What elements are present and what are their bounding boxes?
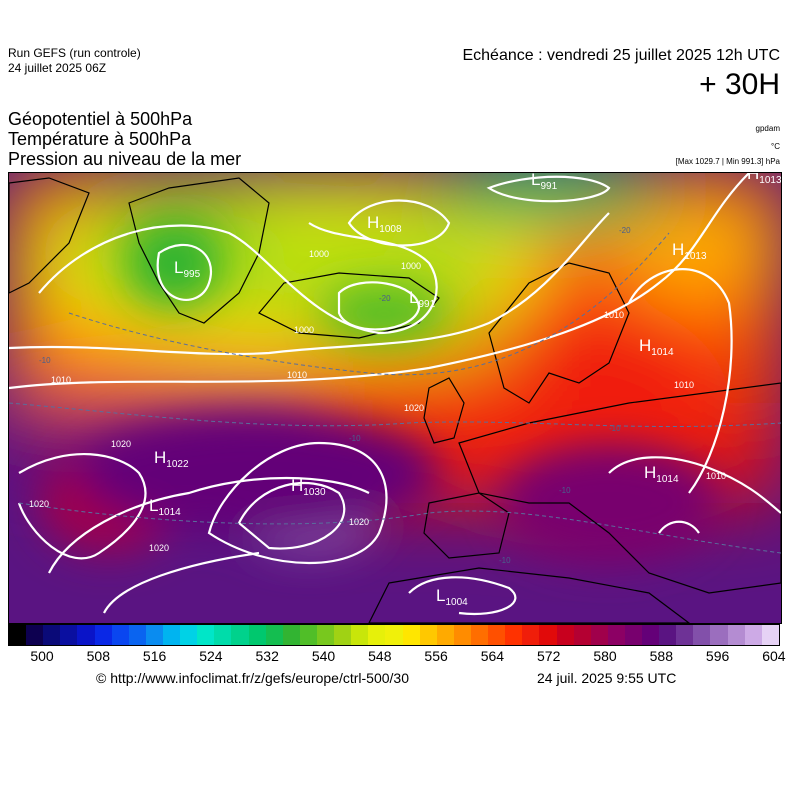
- color-scale-segment: [146, 625, 163, 645]
- color-scale-tick: 596: [706, 648, 729, 664]
- color-scale-segment: [317, 625, 334, 645]
- color-scale-segment: [471, 625, 488, 645]
- color-scale-segment: [693, 625, 710, 645]
- color-scale-tick: 564: [481, 648, 504, 664]
- color-scale-segment: [266, 625, 283, 645]
- color-scale-segment: [557, 625, 574, 645]
- layer-title-temperature: Température à 500hPa: [8, 130, 191, 149]
- color-scale-tick: 588: [650, 648, 673, 664]
- color-scale-tick: 548: [368, 648, 391, 664]
- color-scale-segment: [403, 625, 420, 645]
- color-scale-tick: 532: [256, 648, 279, 664]
- color-scale-segment: [710, 625, 727, 645]
- temperature-label: -10: [349, 434, 361, 443]
- unit-geopotential: gpdam: [756, 124, 780, 134]
- color-scale-segment: [762, 625, 779, 645]
- color-scale-segment: [231, 625, 248, 645]
- isobar-label: 1000: [309, 249, 329, 259]
- temperature-label: -10: [39, 356, 51, 365]
- run-date: 24 juillet 2025 06Z: [8, 61, 106, 75]
- isobar-label: 1020: [149, 543, 169, 553]
- isobar-label: 1010: [674, 380, 694, 390]
- color-scale-tick: 516: [143, 648, 166, 664]
- temperature-label: -20: [379, 294, 391, 303]
- isobar-label: 1000: [294, 325, 314, 335]
- color-scale-bar: [8, 624, 780, 646]
- color-scale-segment: [385, 625, 402, 645]
- weather-map: L991 H1013 H1013 H1008 L995 L991 H1014 H1022 H10…: [8, 172, 782, 624]
- color-scale-segment: [214, 625, 231, 645]
- unit-temperature: °C: [771, 142, 780, 152]
- unit-pressure: [Max 1029.7 | Min 991.3] hPa: [676, 157, 780, 167]
- color-scale-segment: [9, 625, 26, 645]
- color-scale-segment: [642, 625, 659, 645]
- temperature-label: -20: [619, 226, 631, 235]
- temperature-label: -10: [499, 556, 511, 565]
- color-scale-segment: [43, 625, 60, 645]
- forecast-valid-time: Echéance : vendredi 25 juillet 2025 12h …: [462, 46, 780, 66]
- color-scale-labels: 500 508 516 524 532 540 548 556 564 572 580 588 596 6…: [8, 648, 780, 666]
- isobar-label: 1010: [706, 471, 726, 481]
- color-scale-segment: [334, 625, 351, 645]
- color-scale-segment: [454, 625, 471, 645]
- color-scale-segment: [591, 625, 608, 645]
- color-scale-segment: [300, 625, 317, 645]
- color-scale-segment: [197, 625, 214, 645]
- color-scale-segment: [368, 625, 385, 645]
- isobar-label: 1010: [287, 370, 307, 380]
- color-scale-segment: [745, 625, 762, 645]
- layer-title-pressure: Pression au niveau de la mer: [8, 150, 241, 169]
- isobar-label: 1000: [401, 261, 421, 271]
- isobar-label: 1020: [404, 403, 424, 413]
- color-scale-segment: [60, 625, 77, 645]
- color-scale-segment: [488, 625, 505, 645]
- color-scale-tick: 540: [312, 648, 335, 664]
- color-scale-segment: [163, 625, 180, 645]
- color-scale-tick: 524: [199, 648, 222, 664]
- color-scale-segment: [112, 625, 129, 645]
- color-scale-segment: [728, 625, 745, 645]
- forecast-horizon: + 30H: [699, 68, 780, 102]
- layer-title-geopotential: Géopotentiel à 500hPa: [8, 110, 192, 129]
- color-scale-tick: 500: [30, 648, 53, 664]
- color-scale-segment: [608, 625, 625, 645]
- isobar-label: 1020: [111, 439, 131, 449]
- color-scale-segment: [129, 625, 146, 645]
- color-scale-tick: 508: [87, 648, 110, 664]
- color-scale-segment: [505, 625, 522, 645]
- color-scale-segment: [283, 625, 300, 645]
- temperature-label: -10: [559, 486, 571, 495]
- color-scale-segment: [95, 625, 112, 645]
- source-credit: © http://www.infoclimat.fr/z/gefs/europe…: [96, 670, 409, 686]
- color-scale-tick: 556: [424, 648, 447, 664]
- color-scale-tick: 604: [762, 648, 785, 664]
- generation-time: 24 juil. 2025 9:55 UTC: [537, 670, 676, 686]
- isobar-label: 1020: [29, 499, 49, 509]
- temperature-label: -10: [609, 424, 621, 433]
- color-scale-segment: [625, 625, 642, 645]
- isobar-label: 1010: [51, 375, 71, 385]
- color-scale-tick: 572: [537, 648, 560, 664]
- color-scale-segment: [676, 625, 693, 645]
- isobar-label: 1020: [349, 517, 369, 527]
- color-scale-segment: [659, 625, 676, 645]
- color-scale-segment: [539, 625, 556, 645]
- color-scale-segment: [351, 625, 368, 645]
- color-scale-segment: [26, 625, 43, 645]
- run-title: Run GEFS (run controle): [8, 46, 141, 60]
- color-scale-segment: [437, 625, 454, 645]
- color-scale-segment: [180, 625, 197, 645]
- color-scale-segment: [77, 625, 94, 645]
- color-scale-segment: [574, 625, 591, 645]
- color-scale-segment: [249, 625, 266, 645]
- color-scale-tick: 580: [593, 648, 616, 664]
- isobar-label: 1010: [604, 310, 624, 320]
- color-scale-segment: [420, 625, 437, 645]
- color-scale-segment: [522, 625, 539, 645]
